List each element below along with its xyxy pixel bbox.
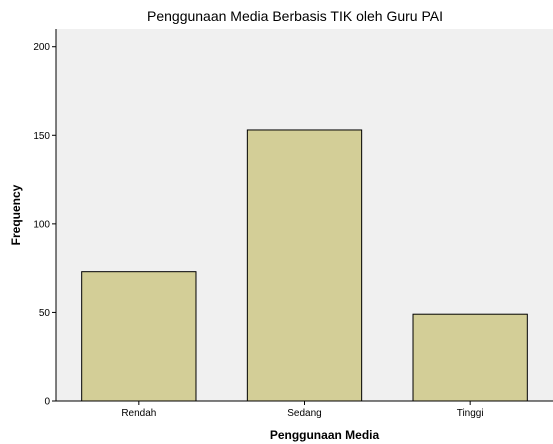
y-tick-label: 150 <box>33 131 50 142</box>
bar-rendah <box>81 271 197 402</box>
bars: Rendah Sedang Tinggi <box>81 129 528 419</box>
y-tick-label: 0 <box>44 397 50 408</box>
x-tick-label: Sedang <box>287 408 321 419</box>
y-axis-label: Frequency <box>9 184 23 245</box>
bar-sedang <box>246 129 363 402</box>
y-tick-label: 50 <box>39 308 51 319</box>
axis-ticks: 0 50 100 150 200 <box>33 42 56 408</box>
x-tick-label: Tinggi <box>457 408 484 419</box>
x-axis-label: Penggunaan Media <box>270 428 380 442</box>
y-tick-label: 200 <box>33 42 50 53</box>
bar-tinggi <box>412 313 528 402</box>
y-tick-label: 100 <box>33 219 50 230</box>
x-tick-label: Rendah <box>121 408 156 419</box>
chart-title: Penggunaan Media Berbasis TIK oleh Guru … <box>147 8 443 24</box>
